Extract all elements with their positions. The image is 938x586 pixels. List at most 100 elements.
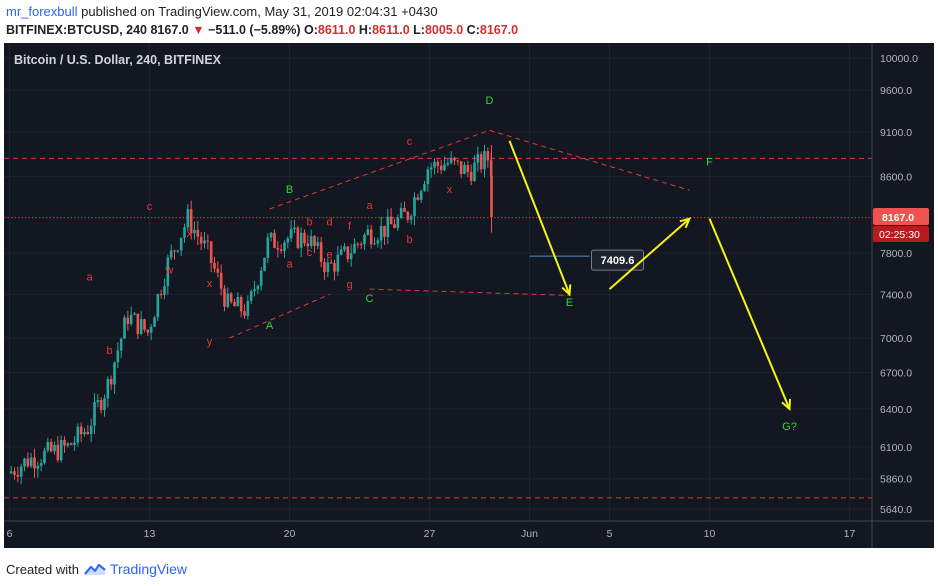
candles xyxy=(9,144,493,485)
price-tick-label-10: 6100.0 xyxy=(880,442,912,454)
wave-label-red-11: e xyxy=(326,249,332,261)
tradingview-link[interactable]: TradingView xyxy=(109,561,188,577)
candle-body-34 xyxy=(123,317,126,339)
candle-body-40 xyxy=(143,319,146,330)
price-chart[interactable]: 7409.6 B A C D E F G? a b c x w x y a b c d e f g a b c x 10000.… xyxy=(4,43,934,548)
projection-arrow-head-1 xyxy=(679,217,692,229)
candle-body-98 xyxy=(336,254,340,272)
candle-body-80 xyxy=(276,247,280,250)
candle-body-88 xyxy=(303,232,306,244)
candle-body-33 xyxy=(119,338,123,351)
projection-arrow-1 xyxy=(608,217,691,290)
wave-label-red-7: a xyxy=(286,258,293,270)
candle-body-51 xyxy=(179,237,183,251)
wave-label-red-9: c xyxy=(307,247,313,259)
candle-body-135 xyxy=(459,161,463,174)
countdown-label: 02:25:30 xyxy=(879,229,920,241)
candle-body-25 xyxy=(93,402,96,426)
price-tick-label-0: 10000.0 xyxy=(880,53,918,65)
candle-body-130 xyxy=(443,164,446,171)
countdown-badge xyxy=(873,225,929,242)
grid xyxy=(4,43,872,521)
publish-date: published on TradingView.com, May 31, 20… xyxy=(81,4,438,19)
candle-body-27 xyxy=(99,399,103,411)
target-label-text: 7409.6 xyxy=(601,255,635,267)
pattern-line-3 xyxy=(369,288,570,296)
price-tick-label-11: 5860.0 xyxy=(880,474,912,486)
candle-body-24 xyxy=(89,425,93,434)
high-value: 8611.0 xyxy=(372,23,410,37)
wave-label-green-4: E xyxy=(566,297,573,309)
candle-body-78 xyxy=(269,232,273,238)
candle-body-20 xyxy=(76,426,80,443)
candle-body-87 xyxy=(299,232,303,248)
low-label: L: xyxy=(413,23,425,37)
candle-body-92 xyxy=(316,242,320,247)
candle-body-5 xyxy=(26,458,30,467)
candle-body-35 xyxy=(126,317,130,325)
candle-body-113 xyxy=(386,216,390,237)
candle-body-77 xyxy=(266,237,270,258)
candle-body-12 xyxy=(49,442,53,452)
close-label: C: xyxy=(466,23,480,37)
open-label: O: xyxy=(303,23,318,37)
candle-body-22 xyxy=(83,432,86,435)
candle-body-44 xyxy=(156,294,160,318)
candle-body-120 xyxy=(409,216,413,220)
time-tick-label-4: Jun xyxy=(521,528,538,540)
candle-body-3 xyxy=(19,466,23,477)
symbol-name: BITFINEX:BTCUSD, 240 xyxy=(6,23,147,37)
candle-body-132 xyxy=(449,157,453,163)
candle-body-15 xyxy=(59,440,63,461)
candle-body-36 xyxy=(129,314,133,325)
wave-label-red-5: x xyxy=(207,278,213,290)
candle-body-102 xyxy=(349,253,353,260)
candle-body-109 xyxy=(373,243,376,245)
candle-body-74 xyxy=(256,285,260,290)
price-tick-label-1: 9600.0 xyxy=(880,85,912,97)
candle-body-11 xyxy=(46,442,50,451)
projection-arrow-head-0 xyxy=(561,284,572,297)
candle-body-47 xyxy=(166,257,170,286)
candle-body-117 xyxy=(399,208,403,218)
chart-container[interactable]: 7409.6 B A C D E F G? a b c x w x y a b c d e f g a b c x 10000.… xyxy=(4,43,934,548)
candle-body-115 xyxy=(393,224,396,228)
wave-label-red-12: f xyxy=(348,220,352,232)
candle-body-68 xyxy=(236,297,240,307)
candle-body-70 xyxy=(243,311,246,316)
candle-body-126 xyxy=(429,167,433,170)
price-tick-label-6: 7400.0 xyxy=(880,289,912,301)
candle-body-43 xyxy=(153,317,156,327)
candle-body-93 xyxy=(319,242,323,262)
created-with: Created with xyxy=(6,561,79,577)
candle-body-58 xyxy=(203,240,206,244)
candle-body-59 xyxy=(206,240,210,242)
time-axis: 6 13 20 27 Jun 5 10 17 xyxy=(7,528,856,540)
price-tick-label-2: 9100.0 xyxy=(880,127,912,139)
candle-body-38 xyxy=(136,313,140,335)
candle-body-73 xyxy=(253,289,256,292)
candle-body-91 xyxy=(313,236,316,247)
wave-label-red-8: b xyxy=(306,216,312,228)
candle-body-105 xyxy=(359,243,363,245)
down-triangle-icon: ▼ xyxy=(192,23,205,37)
candle-body-94 xyxy=(323,261,326,273)
candle-body-6 xyxy=(29,457,33,467)
candle-body-141 xyxy=(479,154,483,170)
candle-body-111 xyxy=(379,225,383,241)
candle-body-60 xyxy=(209,241,213,263)
candle-body-54 xyxy=(189,209,193,234)
candle-body-63 xyxy=(219,272,223,289)
candle-body-121 xyxy=(413,197,416,217)
wave-label-red-6: y xyxy=(207,336,213,348)
candle-body-114 xyxy=(389,216,393,225)
wave-label-green-3: D xyxy=(486,95,494,107)
candle-body-99 xyxy=(339,249,343,255)
candle-body-107 xyxy=(366,229,370,235)
author-link[interactable]: mr_forexbull xyxy=(6,4,78,19)
price-change: −511.0 (−5.89%) xyxy=(208,23,301,37)
wave-label-red-15: b xyxy=(406,234,412,246)
publish-info: mr_forexbull published on TradingView.co… xyxy=(6,4,438,19)
close-value: 8167.0 xyxy=(479,23,519,37)
candle-body-139 xyxy=(473,162,476,182)
